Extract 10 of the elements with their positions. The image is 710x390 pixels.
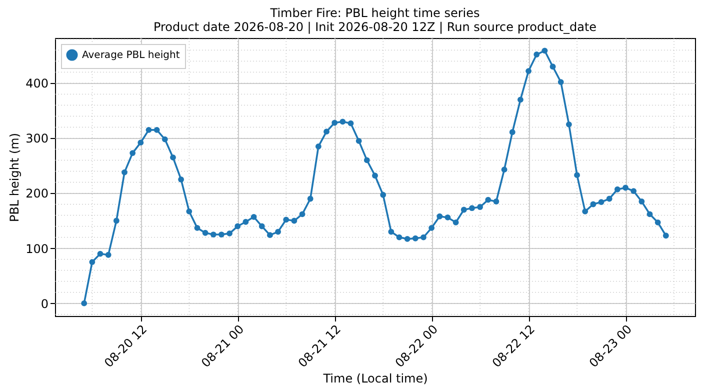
- chart-subtitle: Product date 2026-08-20 | Init 2026-08-20 12Z | Run source product_date: [153, 20, 597, 34]
- legend-label: Average PBL height: [82, 50, 180, 61]
- y-tick-label: 400: [26, 76, 48, 91]
- y-axis-title: PBL height (m): [8, 132, 22, 222]
- y-tick-label: 0: [40, 296, 48, 311]
- y-tick-label: 200: [26, 186, 48, 201]
- x-axis-title: Time (Local time): [322, 371, 428, 386]
- y-tick-label: 300: [26, 132, 48, 146]
- y-tick-label: 100: [26, 242, 48, 256]
- chart-title: Timber Fire: PBL height time series: [269, 6, 480, 20]
